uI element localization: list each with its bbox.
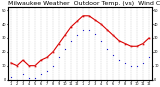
Text: Milwaukee Weather  Outdoor Temp. (vs)  Wind Chill  (Last 24 Hours): Milwaukee Weather Outdoor Temp. (vs) Win… bbox=[8, 1, 160, 6]
